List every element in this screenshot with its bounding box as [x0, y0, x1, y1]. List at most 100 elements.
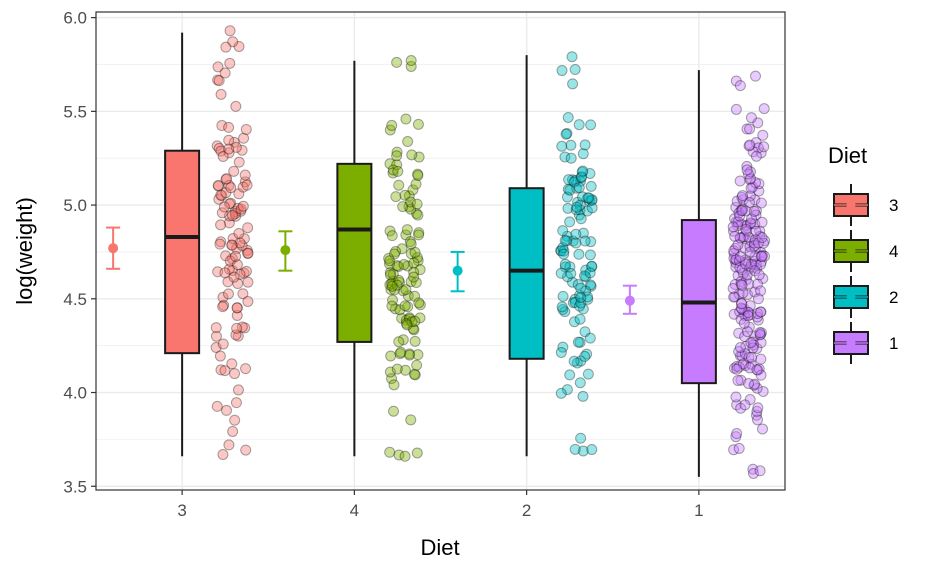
jitter-point	[728, 291, 740, 303]
jitter-point	[215, 219, 227, 231]
jitter-point	[384, 269, 396, 281]
jitter-point	[387, 268, 399, 280]
jitter-point	[758, 103, 770, 115]
jitter-point	[411, 447, 423, 459]
jitter-point	[220, 187, 232, 199]
jitter-point	[752, 237, 764, 249]
jitter-point	[729, 230, 741, 242]
jitter-point	[749, 194, 761, 206]
jitter-point	[385, 284, 397, 296]
jitter-point	[743, 307, 755, 319]
jitter-point	[570, 182, 582, 194]
jitter-point	[753, 185, 765, 197]
jitter-point	[216, 207, 228, 219]
jitter-point	[556, 65, 568, 77]
jitter-point	[757, 249, 769, 261]
jitter-point	[738, 231, 750, 243]
jitter-point	[403, 201, 415, 213]
jitter-point	[384, 258, 396, 270]
y-tick-label: 4.5	[63, 290, 87, 309]
jitter-point	[575, 282, 587, 294]
jitter-point	[754, 465, 766, 477]
jitter-point	[384, 279, 396, 291]
jitter-point	[740, 256, 752, 268]
jitter-point	[223, 147, 235, 159]
x-tick-label: 4	[350, 501, 359, 520]
jitter-point	[752, 414, 764, 426]
jitter-point	[569, 296, 581, 308]
jitter-point	[579, 326, 591, 338]
jitter-point	[211, 140, 223, 152]
jitter-point	[561, 384, 573, 396]
jitter-point	[756, 216, 768, 228]
jitter-point	[224, 25, 236, 37]
jitter-point	[744, 240, 756, 252]
jitter-point	[217, 448, 229, 460]
jitter-point	[572, 336, 584, 348]
jitter-point	[578, 270, 590, 282]
jitter-point	[388, 379, 400, 391]
jitter-point	[230, 210, 242, 222]
jitter-point	[231, 302, 243, 314]
jitter-point	[408, 271, 420, 283]
jitter-point	[748, 237, 760, 249]
jitter-point	[740, 274, 752, 286]
jitter-point	[384, 446, 396, 458]
jitter-point	[748, 240, 760, 252]
jitter-point	[231, 243, 243, 255]
jitter-point	[220, 250, 232, 262]
jitter-point	[740, 258, 752, 270]
jitter-point	[741, 164, 753, 176]
jitter-point	[728, 247, 740, 259]
jitter-point	[393, 449, 405, 461]
jitter-point	[405, 203, 417, 215]
jitter-point	[736, 298, 748, 310]
jitter-point	[404, 348, 416, 360]
jitter-point	[402, 260, 414, 272]
jitter-point	[412, 168, 424, 180]
jitter-point	[229, 205, 241, 217]
jitter-point	[396, 312, 408, 324]
jitter-point	[399, 364, 411, 376]
jitter-point	[226, 358, 238, 370]
jitter-point	[384, 225, 396, 237]
jitter-point	[734, 80, 746, 92]
jitter-point	[237, 181, 249, 193]
jitter-point	[741, 269, 753, 281]
jitter-point	[236, 239, 248, 251]
jitter-point	[555, 387, 567, 399]
jitter-point	[745, 213, 757, 225]
jitter-point	[734, 306, 746, 318]
jitter-point	[737, 203, 749, 215]
jitter-point	[731, 428, 743, 440]
jitter-point	[733, 442, 745, 454]
jitter-point	[223, 143, 235, 155]
jitter-point	[731, 195, 743, 207]
jitter-point	[730, 254, 742, 266]
jitter-point	[414, 264, 426, 276]
jitter-point	[234, 237, 246, 249]
jitter-point	[728, 225, 740, 237]
jitter-point	[230, 329, 242, 341]
jitter-point	[407, 323, 419, 335]
jitter-point	[574, 204, 586, 216]
jitter-point	[210, 341, 222, 353]
jitter-point	[573, 182, 585, 194]
jitter-point	[735, 205, 747, 217]
jitter-point	[755, 259, 767, 271]
jitter-point	[735, 218, 747, 230]
jitter-point	[409, 315, 421, 327]
jitter-point	[745, 358, 757, 370]
jitter-point	[572, 196, 584, 208]
jitter-point	[408, 266, 420, 278]
jitter-point	[559, 261, 571, 273]
box-body	[164, 149, 201, 355]
jitter-point	[412, 209, 424, 221]
jitter-point	[226, 239, 238, 251]
jitter-point	[730, 216, 742, 228]
jitter-point	[744, 123, 756, 135]
jitter-point	[728, 444, 740, 456]
marks	[106, 25, 771, 479]
jitter-point	[387, 167, 399, 179]
jitter-point	[227, 36, 239, 48]
